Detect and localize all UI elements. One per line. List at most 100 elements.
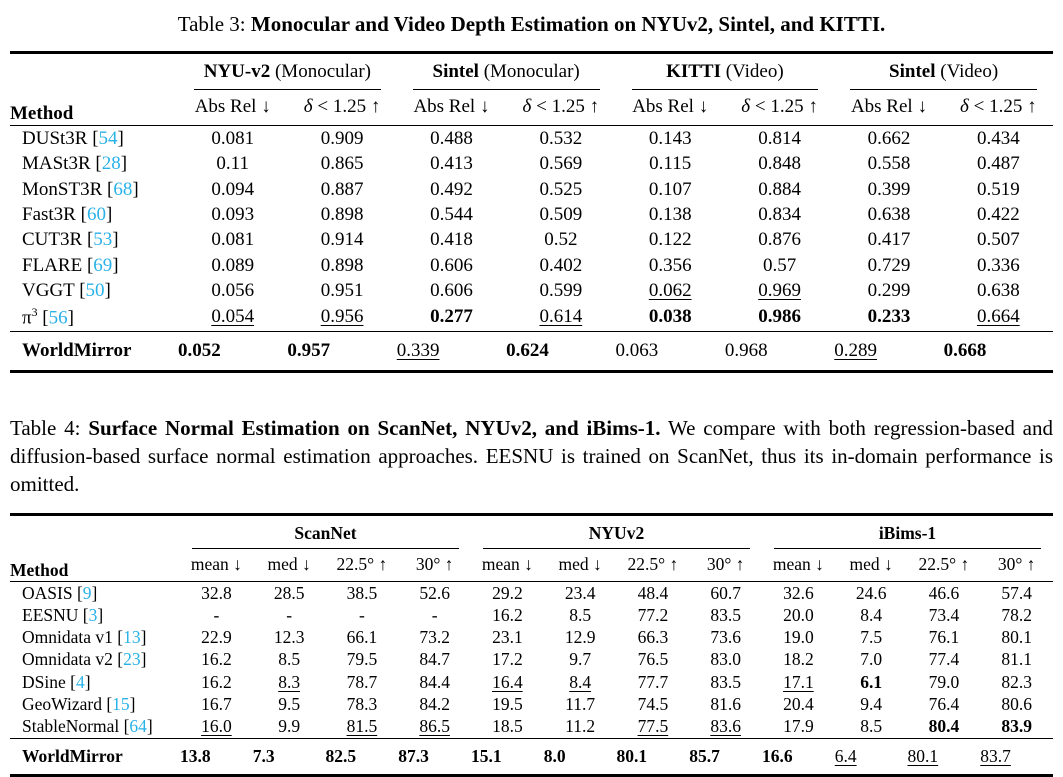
dataset-name: Sintel bbox=[432, 61, 479, 83]
table3-depth-results: Method NYU-v2 (Monocular) Sintel (Monocula… bbox=[10, 51, 1053, 373]
metric-value-cell: 85.7 bbox=[689, 745, 720, 766]
method-name: EESNU bbox=[22, 604, 79, 625]
metric-column-header: mean ↓ bbox=[190, 553, 242, 574]
dataset-name: NYUv2 bbox=[588, 522, 645, 543]
table4-caption-rest: We compare with both regression-based an… bbox=[10, 415, 1053, 496]
metric-value-cell: 0.599 bbox=[539, 280, 583, 302]
method-cell: OASIS [9] bbox=[22, 582, 98, 603]
citation-link[interactable]: 56 bbox=[48, 306, 68, 328]
dataset-name: ScanNet bbox=[294, 522, 357, 543]
metric-value-cell: 16.6 bbox=[762, 745, 793, 766]
metric-column-header: δ < 1.25 ↑ bbox=[741, 96, 818, 118]
metric-column-header: 22.5° ↑ bbox=[918, 553, 970, 574]
table4-caption-prefix: Table 4: bbox=[10, 415, 89, 440]
citation-link[interactable]: 50 bbox=[85, 280, 105, 302]
metric-value-cell: 77.4 bbox=[928, 649, 960, 670]
table-row: WorldMirror 13.8 7.3 82.5 87.3 15.1 8.0 80.1 85.… bbox=[10, 738, 1053, 775]
table4-caption-title: Surface Normal Estimation on ScanNet, NY… bbox=[88, 415, 661, 440]
metric-value-cell: 81.6 bbox=[710, 694, 741, 715]
dataset-group-header: Sintel (Monocular) bbox=[397, 53, 616, 91]
metric-value-cell: 78.7 bbox=[346, 671, 378, 692]
table-row: π3 [56] 0.054 0.956 0.277 0.614 0.038 0.986 0.2… bbox=[10, 304, 1053, 331]
table-row: GeoWizard [15] 16.7 9.5 78.3 84.2 19.5 11.7 74.… bbox=[10, 693, 1053, 715]
table3-caption: Table 3: Monocular and Video Depth Estim… bbox=[10, 12, 1053, 37]
metric-value-cell: 8.5 bbox=[860, 716, 883, 737]
citation-link[interactable]: 13 bbox=[123, 627, 141, 648]
table-row: MASt3R [28] 0.11 0.865 0.413 0.569 0.115 0.848… bbox=[10, 152, 1053, 177]
metric-value-cell: 83.6 bbox=[710, 716, 741, 737]
metric-value-cell: 0.729 bbox=[867, 254, 911, 276]
metric-value-cell: 0.887 bbox=[320, 178, 364, 200]
metric-value-cell: 78.2 bbox=[1001, 604, 1032, 625]
method-cell: Omnidata v2 [23] bbox=[22, 649, 147, 670]
citation-link[interactable]: 64 bbox=[129, 716, 147, 737]
metric-value-cell: 82.3 bbox=[1001, 671, 1032, 692]
table-row: StableNormal [64] 16.0 9.9 81.5 86.5 18.5 11.2… bbox=[10, 715, 1053, 738]
metric-value-cell: 0.299 bbox=[867, 280, 911, 302]
citation-link[interactable]: 15 bbox=[112, 694, 130, 715]
metric-value-cell: 0.056 bbox=[211, 280, 255, 302]
metric-value-cell: 0.956 bbox=[320, 306, 364, 328]
metric-value-cell: 76.1 bbox=[928, 627, 960, 648]
metric-column-header: δ < 1.25 ↑ bbox=[960, 96, 1037, 118]
metric-value-cell: 79.5 bbox=[346, 649, 378, 670]
citation-link[interactable]: 69 bbox=[93, 254, 113, 276]
method-cell: MASt3R [28] bbox=[22, 153, 128, 175]
metric-value-cell: 0.062 bbox=[648, 280, 692, 302]
metric-value-cell: 23.1 bbox=[492, 627, 523, 648]
metric-value-cell: 0.054 bbox=[211, 306, 255, 328]
metric-value-cell: 0.606 bbox=[430, 254, 473, 276]
method-cell: DSine [4] bbox=[22, 671, 91, 692]
dataset-name: Sintel bbox=[889, 61, 936, 83]
metric-value-cell: 0.544 bbox=[430, 203, 473, 225]
metric-column-header: 30° ↑ bbox=[997, 553, 1036, 574]
metric-value-cell: 9.4 bbox=[860, 694, 883, 715]
metric-value-cell: 0.11 bbox=[216, 153, 249, 175]
group-header-row: Method ScanNet NYUv2 iBims-1 bbox=[10, 514, 1053, 580]
metric-column-header: med ↓ bbox=[267, 553, 311, 574]
metric-value-cell: 83.7 bbox=[980, 745, 1011, 766]
citation-link[interactable]: 23 bbox=[123, 649, 141, 670]
metric-value-cell: 86.5 bbox=[419, 716, 450, 737]
table-row: MonST3R [68] 0.094 0.887 0.492 0.525 0.107 0.8… bbox=[10, 177, 1053, 202]
metric-value-cell: 15.1 bbox=[471, 745, 502, 766]
method-name: CUT3R bbox=[22, 229, 83, 251]
citation-link[interactable]: 3 bbox=[88, 604, 98, 625]
metric-column-header: δ < 1.25 ↑ bbox=[303, 96, 381, 118]
metric-value-cell: 7.3 bbox=[252, 745, 275, 766]
method-cell: EESNU [3] bbox=[22, 604, 104, 625]
citation-link[interactable]: 54 bbox=[98, 127, 118, 149]
method-name: WorldMirror bbox=[22, 745, 123, 766]
metric-value-cell: 0.233 bbox=[867, 306, 911, 328]
metric-value-cell: 0.417 bbox=[867, 229, 911, 251]
metric-value-cell: 20.4 bbox=[783, 694, 814, 715]
metric-value-cell: 76.5 bbox=[637, 649, 669, 670]
metric-value-cell: 9.9 bbox=[278, 716, 301, 737]
metric-column-header: 30° ↑ bbox=[706, 553, 745, 574]
metric-value-cell: 16.2 bbox=[201, 671, 232, 692]
ours-row: WorldMirror 13.8 7.3 82.5 87.3 15.1 8.0 80.1 85.… bbox=[10, 738, 1053, 775]
metric-value-cell: 0.093 bbox=[211, 203, 255, 225]
metric-column-header: mean ↓ bbox=[772, 553, 824, 574]
metric-value-cell: 0.399 bbox=[867, 178, 911, 200]
citation-link[interactable]: 53 bbox=[93, 229, 113, 251]
metric-value-cell: 0.488 bbox=[430, 127, 473, 149]
metric-value-cell: 57.4 bbox=[1001, 582, 1032, 603]
metric-value-cell: 0.143 bbox=[648, 127, 692, 149]
citation-link[interactable]: 9 bbox=[82, 582, 92, 603]
metric-value-cell: 73.4 bbox=[928, 604, 960, 625]
metric-value-cell: 0.57 bbox=[762, 254, 797, 276]
citation-link[interactable]: 68 bbox=[113, 178, 133, 200]
metric-value-cell: 7.0 bbox=[860, 649, 883, 670]
metric-value-cell: 66.3 bbox=[637, 627, 669, 648]
citation-link[interactable]: 60 bbox=[86, 203, 106, 225]
citation-link[interactable]: 28 bbox=[101, 153, 121, 175]
metric-value-cell: 0.052 bbox=[178, 339, 221, 361]
metric-value-cell: 77.2 bbox=[637, 604, 669, 625]
metric-value-cell: 17.9 bbox=[783, 716, 814, 737]
citation-link[interactable]: 4 bbox=[75, 671, 85, 692]
metric-value-cell: 0.532 bbox=[539, 127, 583, 149]
metric-value-cell: 80.1 bbox=[616, 745, 648, 766]
table-row: OASIS [9] 32.8 28.5 38.5 52.6 29.2 23.4 48.4 60.… bbox=[10, 581, 1053, 604]
metric-value-cell: 29.2 bbox=[492, 582, 523, 603]
